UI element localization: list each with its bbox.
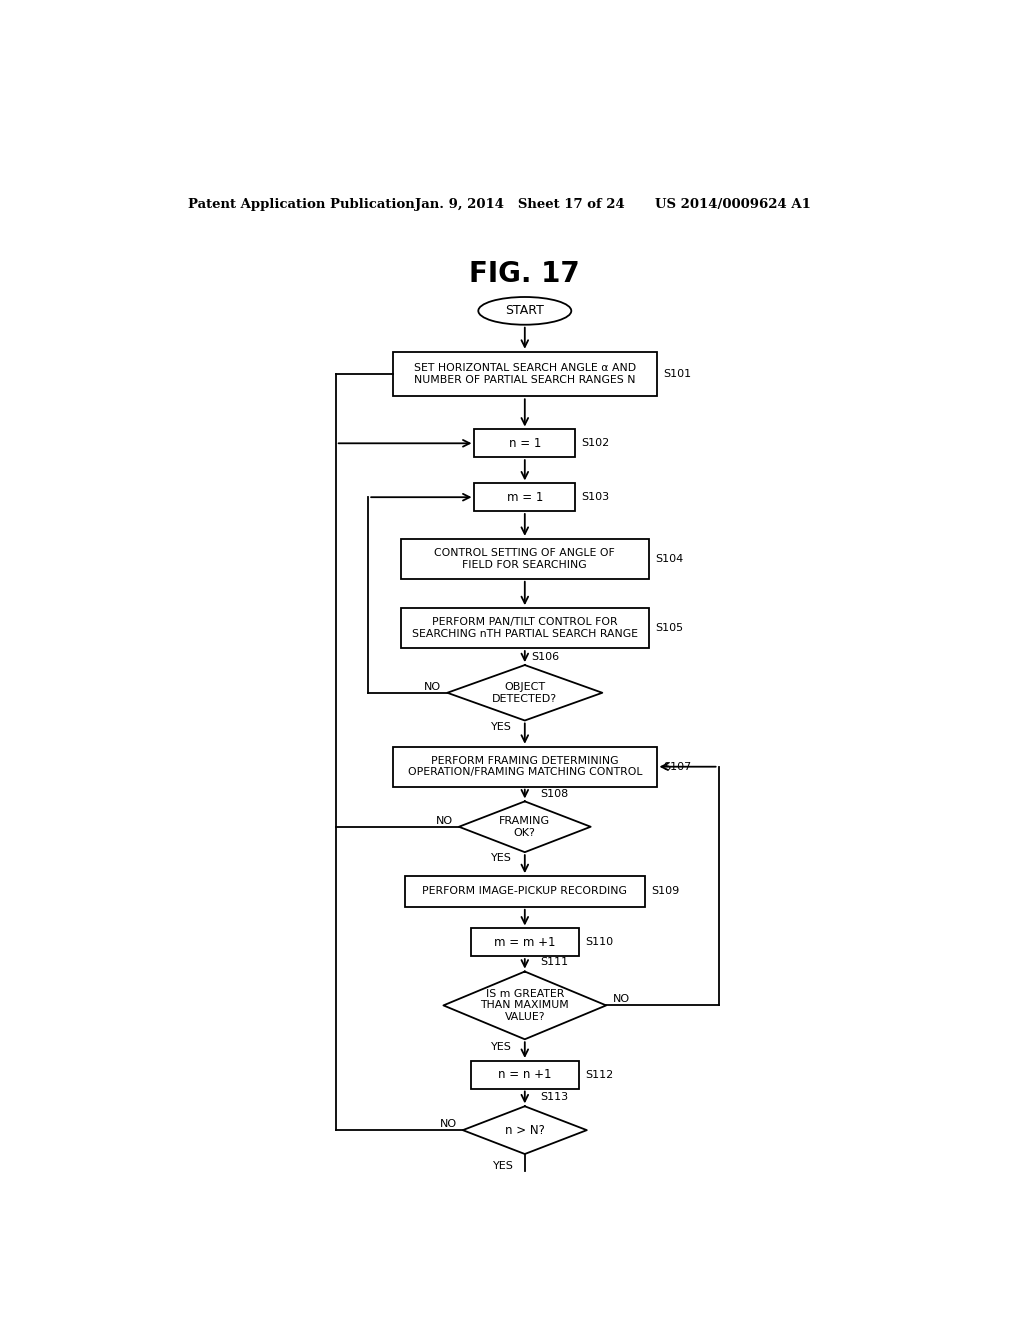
Text: S111: S111 xyxy=(541,957,568,968)
Polygon shape xyxy=(459,801,591,853)
Polygon shape xyxy=(443,972,606,1039)
Text: n > N?: n > N? xyxy=(505,1123,545,1137)
Text: FRAMING
OK?: FRAMING OK? xyxy=(500,816,550,838)
Text: S102: S102 xyxy=(582,438,609,449)
Text: m = 1: m = 1 xyxy=(507,491,543,504)
Text: n = 1: n = 1 xyxy=(509,437,541,450)
Text: NO: NO xyxy=(612,994,630,1005)
FancyBboxPatch shape xyxy=(471,928,579,956)
Text: Jan. 9, 2014   Sheet 17 of 24: Jan. 9, 2014 Sheet 17 of 24 xyxy=(415,198,625,211)
FancyBboxPatch shape xyxy=(393,351,656,396)
FancyBboxPatch shape xyxy=(393,747,656,787)
Text: S106: S106 xyxy=(531,652,559,663)
Text: PERFORM FRAMING DETERMINING
OPERATION/FRAMING MATCHING CONTROL: PERFORM FRAMING DETERMINING OPERATION/FR… xyxy=(408,756,642,777)
Text: YES: YES xyxy=(492,1041,512,1052)
Text: YES: YES xyxy=(492,853,512,863)
Text: S103: S103 xyxy=(582,492,609,502)
Text: S101: S101 xyxy=(663,370,691,379)
Text: S107: S107 xyxy=(663,762,691,772)
Text: NO: NO xyxy=(435,816,453,825)
FancyBboxPatch shape xyxy=(474,483,575,511)
Polygon shape xyxy=(447,665,602,721)
Text: PERFORM IMAGE-PICKUP RECORDING: PERFORM IMAGE-PICKUP RECORDING xyxy=(422,887,628,896)
FancyBboxPatch shape xyxy=(400,609,649,648)
Text: S112: S112 xyxy=(586,1069,613,1080)
Ellipse shape xyxy=(478,297,571,325)
Text: S110: S110 xyxy=(586,937,613,948)
Text: NO: NO xyxy=(424,681,441,692)
Text: m = m +1: m = m +1 xyxy=(494,936,556,949)
FancyBboxPatch shape xyxy=(404,876,645,907)
Text: S105: S105 xyxy=(655,623,683,634)
Text: NO: NO xyxy=(439,1119,457,1129)
FancyBboxPatch shape xyxy=(474,429,575,457)
Text: PERFORM PAN/TILT CONTROL FOR
SEARCHING nTH PARTIAL SEARCH RANGE: PERFORM PAN/TILT CONTROL FOR SEARCHING n… xyxy=(412,618,638,639)
Text: CONTROL SETTING OF ANGLE OF
FIELD FOR SEARCHING: CONTROL SETTING OF ANGLE OF FIELD FOR SE… xyxy=(434,548,615,570)
Text: S104: S104 xyxy=(655,554,683,564)
FancyBboxPatch shape xyxy=(471,1061,579,1089)
Text: OBJECT
DETECTED?: OBJECT DETECTED? xyxy=(493,682,557,704)
Text: n = n +1: n = n +1 xyxy=(498,1068,552,1081)
Text: S113: S113 xyxy=(541,1092,568,1102)
Text: YES: YES xyxy=(492,722,512,731)
Text: YES: YES xyxy=(493,1162,514,1171)
Text: Patent Application Publication: Patent Application Publication xyxy=(188,198,415,211)
Text: IS m GREATER
THAN MAXIMUM
VALUE?: IS m GREATER THAN MAXIMUM VALUE? xyxy=(480,989,569,1022)
Text: SET HORIZONTAL SEARCH ANGLE α AND
NUMBER OF PARTIAL SEARCH RANGES N: SET HORIZONTAL SEARCH ANGLE α AND NUMBER… xyxy=(414,363,636,385)
Text: US 2014/0009624 A1: US 2014/0009624 A1 xyxy=(655,198,811,211)
Text: S108: S108 xyxy=(541,788,568,799)
Text: START: START xyxy=(506,305,544,317)
Text: S109: S109 xyxy=(651,887,679,896)
FancyBboxPatch shape xyxy=(400,539,649,578)
Text: FIG. 17: FIG. 17 xyxy=(469,260,581,288)
Polygon shape xyxy=(463,1106,587,1154)
